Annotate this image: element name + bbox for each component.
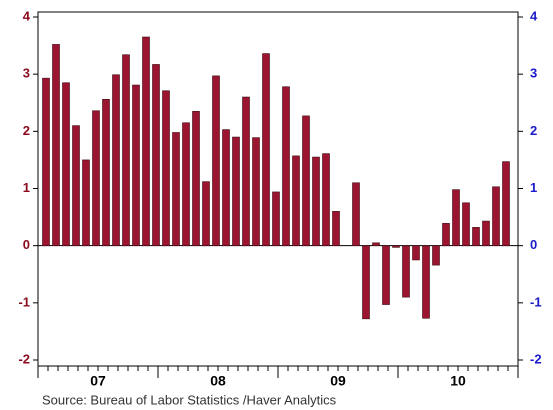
bar — [172, 132, 180, 246]
bar — [452, 189, 460, 246]
bar — [412, 245, 420, 261]
bar — [502, 161, 510, 246]
bar — [102, 99, 110, 246]
y-tick-label: -2 — [18, 351, 30, 366]
y-tick-label: 0 — [23, 237, 30, 252]
bar — [92, 110, 100, 246]
bar — [472, 227, 480, 246]
bar — [222, 129, 230, 246]
bar — [332, 211, 340, 246]
bar — [52, 44, 60, 246]
x-tick-label: 07 — [90, 373, 106, 389]
y-tick-label: 1 — [23, 180, 30, 195]
bar — [42, 77, 50, 246]
bar — [352, 182, 360, 246]
bar — [372, 242, 380, 246]
bar — [212, 75, 220, 246]
bar — [292, 155, 300, 246]
bar — [492, 186, 500, 246]
y2-tick-label: 4 — [530, 8, 538, 23]
x-tick-label: 08 — [210, 373, 226, 389]
plot-frame — [37, 11, 519, 367]
bar — [232, 136, 240, 246]
bar — [282, 86, 290, 246]
bar — [82, 159, 90, 246]
bar — [272, 191, 280, 246]
bar — [322, 153, 330, 246]
x-tick-label: 09 — [330, 373, 346, 389]
bar — [162, 90, 170, 246]
bar — [62, 82, 70, 246]
bar — [462, 202, 470, 246]
y-tick-label: 2 — [23, 123, 30, 138]
bar — [142, 36, 150, 246]
bar — [302, 115, 310, 246]
bar — [112, 74, 120, 246]
bar — [252, 137, 260, 246]
bar — [182, 122, 190, 246]
y2-tick-label: 0 — [530, 237, 537, 252]
y2-tick-label: 2 — [530, 123, 537, 138]
bar — [392, 245, 400, 248]
bar — [442, 223, 450, 246]
bar — [122, 54, 130, 246]
bar — [432, 245, 440, 266]
y2-tick-label: -1 — [530, 294, 542, 309]
bar — [242, 96, 250, 246]
bar — [262, 53, 270, 246]
bar — [362, 245, 370, 320]
y-tick-label: 3 — [23, 66, 30, 81]
y-tick-label: -1 — [18, 294, 30, 309]
bar — [482, 220, 490, 246]
bar — [312, 156, 320, 246]
bar — [152, 64, 160, 246]
y2-tick-label: 1 — [530, 180, 537, 195]
bar — [202, 181, 210, 246]
bar — [132, 84, 140, 246]
bar — [192, 111, 200, 246]
bar — [402, 245, 410, 298]
y-tick-label: 4 — [23, 8, 31, 23]
y2-tick-label: 3 — [530, 66, 537, 81]
y2-tick-label: -2 — [530, 351, 542, 366]
bar — [72, 125, 80, 246]
x-tick-label: 10 — [450, 373, 466, 389]
bar — [422, 245, 430, 319]
source: Source: Bureau of Labor Statistics /Have… — [42, 392, 337, 407]
bar — [382, 245, 390, 305]
